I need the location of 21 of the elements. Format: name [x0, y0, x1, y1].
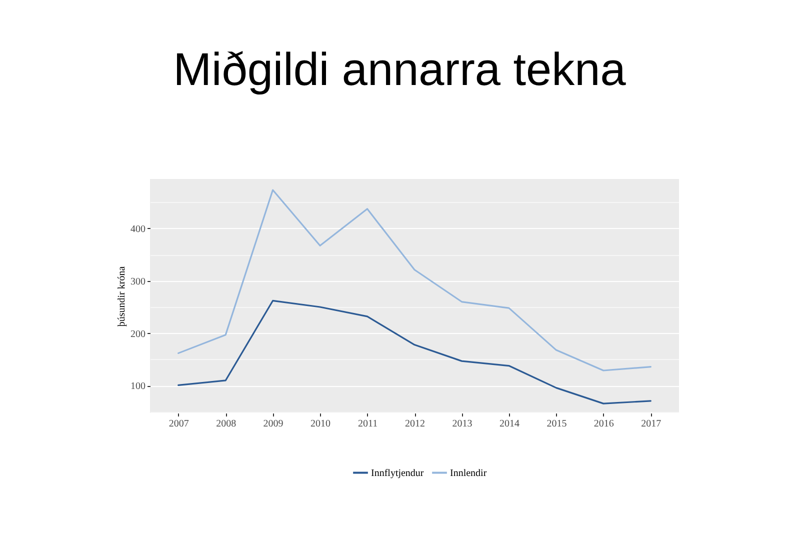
- x-tick-label: 2013: [452, 418, 472, 430]
- chart-title: Miðgildi annarra tekna: [173, 43, 626, 95]
- x-tick-label: 2011: [358, 418, 378, 430]
- legend-label: Innlendir: [450, 468, 488, 479]
- x-tick-label: 2017: [641, 418, 662, 430]
- y-axis-title: þúsundir króna: [116, 266, 128, 327]
- y-tick-label: 400: [130, 224, 146, 235]
- x-tick-label: 2014: [499, 418, 520, 430]
- x-tick-label: 2008: [216, 418, 236, 430]
- x-tick-label: 2015: [546, 418, 567, 430]
- y-tick-label: 100: [130, 381, 146, 392]
- x-tick-label: 2012: [405, 418, 425, 430]
- x-tick-label: 2016: [594, 418, 614, 430]
- line-series: [178, 189, 652, 372]
- line-series: [178, 300, 652, 404]
- x-tick-label: 2009: [263, 418, 284, 430]
- y-tick-label: 200: [130, 328, 146, 340]
- legend-label: Innflytjendur: [371, 468, 424, 479]
- x-tick-label: 2007: [168, 418, 189, 430]
- x-tick-label: 2010: [310, 418, 331, 430]
- y-tick-label: 300: [130, 276, 146, 288]
